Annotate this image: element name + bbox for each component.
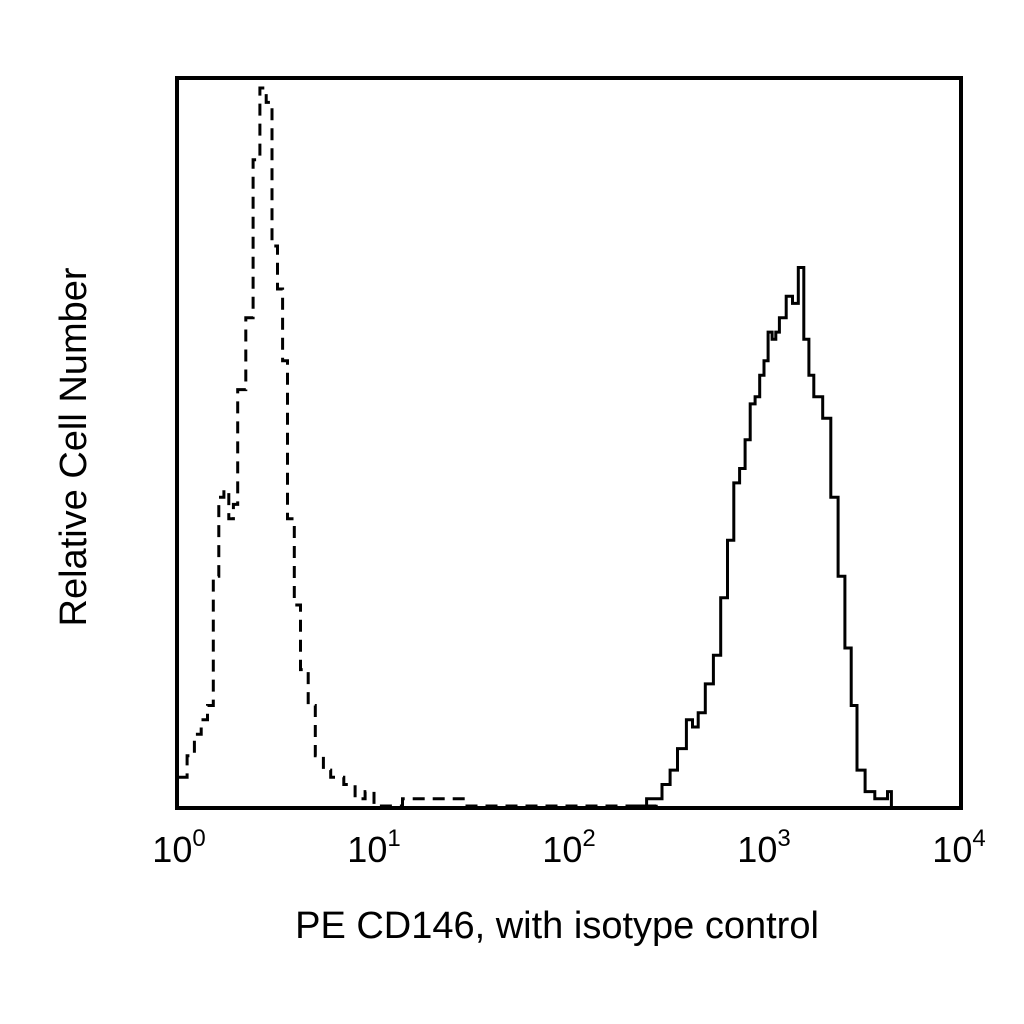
x-tick-exponent: 2 — [582, 825, 595, 852]
x-tick-label: 102 — [542, 825, 595, 870]
x-tick-base: 10 — [737, 829, 777, 870]
series-layer — [179, 86, 893, 808]
x-tick-label: 100 — [152, 825, 205, 870]
x-tick-label: 101 — [347, 825, 400, 870]
x-tick-exponent: 0 — [192, 825, 205, 852]
isotype-control-histogram — [179, 86, 658, 808]
x-tick-base: 10 — [932, 829, 972, 870]
x-tick-base: 10 — [152, 829, 192, 870]
x-tick-exponent: 1 — [387, 825, 400, 852]
x-axis-label: PE CD146, with isotype control — [295, 905, 819, 947]
x-tick-exponent: 3 — [777, 825, 790, 852]
y-axis-label: Relative Cell Number — [53, 267, 95, 626]
x-tick-label: 104 — [932, 825, 985, 870]
pe-cd146-histogram — [627, 266, 893, 808]
x-tick-base: 10 — [347, 829, 387, 870]
x-tick-label: 103 — [737, 825, 790, 870]
x-tick-labels: 100 101 102 103 104 — [152, 825, 985, 870]
plot-frame — [175, 76, 963, 810]
x-tick-exponent: 4 — [972, 825, 985, 852]
x-tick-base: 10 — [542, 829, 582, 870]
